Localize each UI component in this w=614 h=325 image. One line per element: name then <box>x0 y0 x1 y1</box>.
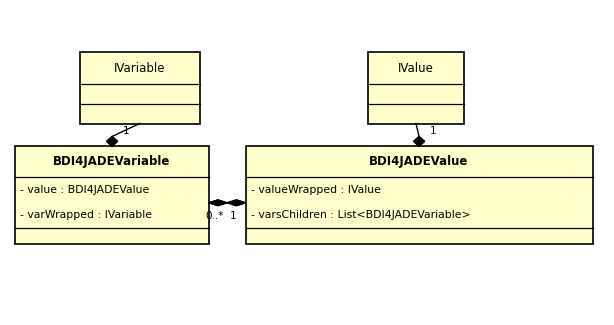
Bar <box>368 52 464 124</box>
Text: IValue: IValue <box>398 62 434 75</box>
Polygon shape <box>107 136 118 146</box>
Text: 0..*: 0..* <box>206 211 224 221</box>
Bar <box>15 146 209 244</box>
Text: IVariable: IVariable <box>114 62 165 75</box>
Text: - valueWrapped : IValue: - valueWrapped : IValue <box>251 185 381 195</box>
Bar <box>246 146 593 244</box>
Polygon shape <box>209 200 227 206</box>
Text: BDI4JADEVariable: BDI4JADEVariable <box>53 155 171 168</box>
Text: - varsChildren : List<BDI4JADEVariable>: - varsChildren : List<BDI4JADEVariable> <box>251 211 470 220</box>
Polygon shape <box>227 200 246 206</box>
Text: 1: 1 <box>123 125 130 136</box>
Polygon shape <box>414 136 425 146</box>
Text: BDI4JADEValue: BDI4JADEValue <box>370 155 468 168</box>
Text: - value : BDI4JADEValue: - value : BDI4JADEValue <box>20 185 150 195</box>
Text: - varWrapped : IVariable: - varWrapped : IVariable <box>20 211 152 220</box>
Text: 1: 1 <box>230 211 237 221</box>
Bar <box>80 52 200 124</box>
Text: 1: 1 <box>430 125 437 136</box>
